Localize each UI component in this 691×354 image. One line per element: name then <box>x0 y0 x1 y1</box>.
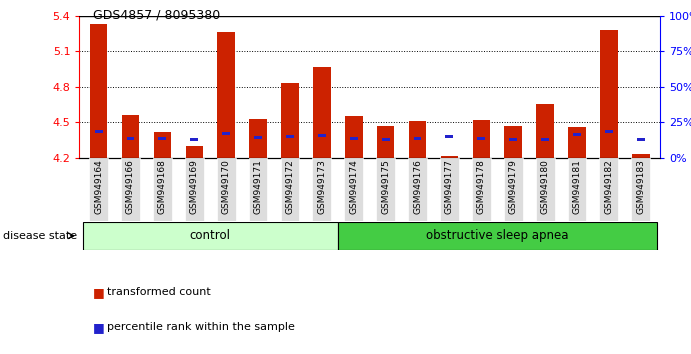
Text: disease state: disease state <box>3 231 77 241</box>
Text: GSM949183: GSM949183 <box>636 159 645 214</box>
Bar <box>504 126 522 158</box>
Text: GSM949170: GSM949170 <box>222 159 231 214</box>
Bar <box>637 138 645 141</box>
Bar <box>600 30 618 158</box>
Bar <box>83 222 338 250</box>
FancyBboxPatch shape <box>121 158 140 221</box>
Bar <box>338 222 656 250</box>
FancyBboxPatch shape <box>536 158 554 221</box>
Text: ■: ■ <box>93 286 105 298</box>
Bar <box>185 146 203 158</box>
Text: GSM949181: GSM949181 <box>572 159 582 214</box>
FancyBboxPatch shape <box>376 158 395 221</box>
Bar <box>568 127 586 158</box>
Bar <box>345 116 363 158</box>
Bar <box>446 135 453 138</box>
Text: obstructive sleep apnea: obstructive sleep apnea <box>426 229 569 242</box>
Bar <box>477 137 485 141</box>
Bar <box>126 137 135 141</box>
Bar <box>218 33 235 158</box>
Bar <box>414 137 422 140</box>
Text: GSM949176: GSM949176 <box>413 159 422 214</box>
Text: GSM949175: GSM949175 <box>381 159 390 214</box>
Bar <box>95 130 102 133</box>
FancyBboxPatch shape <box>153 158 172 221</box>
Text: GSM949172: GSM949172 <box>285 159 294 214</box>
FancyBboxPatch shape <box>504 158 522 221</box>
Bar <box>573 133 581 136</box>
Bar <box>281 83 299 158</box>
Bar <box>377 126 395 158</box>
Bar <box>190 138 198 141</box>
Bar <box>249 119 267 158</box>
FancyBboxPatch shape <box>408 158 427 221</box>
FancyBboxPatch shape <box>249 158 267 221</box>
Text: GSM949168: GSM949168 <box>158 159 167 214</box>
FancyBboxPatch shape <box>89 158 108 221</box>
Text: GSM949164: GSM949164 <box>94 159 103 214</box>
Bar <box>254 136 262 139</box>
Bar <box>350 137 358 140</box>
Text: control: control <box>190 229 231 242</box>
Text: GSM949169: GSM949169 <box>190 159 199 214</box>
Text: GDS4857 / 8095380: GDS4857 / 8095380 <box>93 9 220 22</box>
Bar <box>509 138 517 141</box>
Bar <box>632 154 650 158</box>
Bar <box>409 121 426 158</box>
Bar <box>313 67 330 158</box>
Text: GSM949166: GSM949166 <box>126 159 135 214</box>
FancyBboxPatch shape <box>217 158 236 221</box>
FancyBboxPatch shape <box>567 158 587 221</box>
Text: GSM949179: GSM949179 <box>509 159 518 214</box>
Bar <box>381 138 390 141</box>
Text: GSM949171: GSM949171 <box>254 159 263 214</box>
Bar <box>318 134 325 137</box>
Text: GSM949177: GSM949177 <box>445 159 454 214</box>
Bar <box>536 104 554 158</box>
Text: transformed count: transformed count <box>107 287 211 297</box>
Text: percentile rank within the sample: percentile rank within the sample <box>107 322 295 332</box>
Text: GSM949174: GSM949174 <box>349 159 358 214</box>
FancyBboxPatch shape <box>440 158 459 221</box>
Bar <box>541 138 549 141</box>
FancyBboxPatch shape <box>600 158 618 221</box>
FancyBboxPatch shape <box>344 158 363 221</box>
Text: GSM949178: GSM949178 <box>477 159 486 214</box>
Bar <box>153 132 171 158</box>
Text: GSM949180: GSM949180 <box>540 159 549 214</box>
FancyBboxPatch shape <box>281 158 299 221</box>
Text: GSM949182: GSM949182 <box>605 159 614 214</box>
Bar <box>473 120 490 158</box>
FancyBboxPatch shape <box>185 158 204 221</box>
Bar <box>158 137 167 141</box>
FancyBboxPatch shape <box>312 158 331 221</box>
Bar <box>90 24 107 158</box>
Bar <box>122 115 140 158</box>
Bar <box>441 156 458 158</box>
FancyBboxPatch shape <box>472 158 491 221</box>
FancyBboxPatch shape <box>632 158 650 221</box>
Text: GSM949173: GSM949173 <box>317 159 326 214</box>
Bar <box>605 130 613 133</box>
Bar <box>286 135 294 138</box>
Text: ■: ■ <box>93 321 105 334</box>
Bar <box>223 132 230 135</box>
